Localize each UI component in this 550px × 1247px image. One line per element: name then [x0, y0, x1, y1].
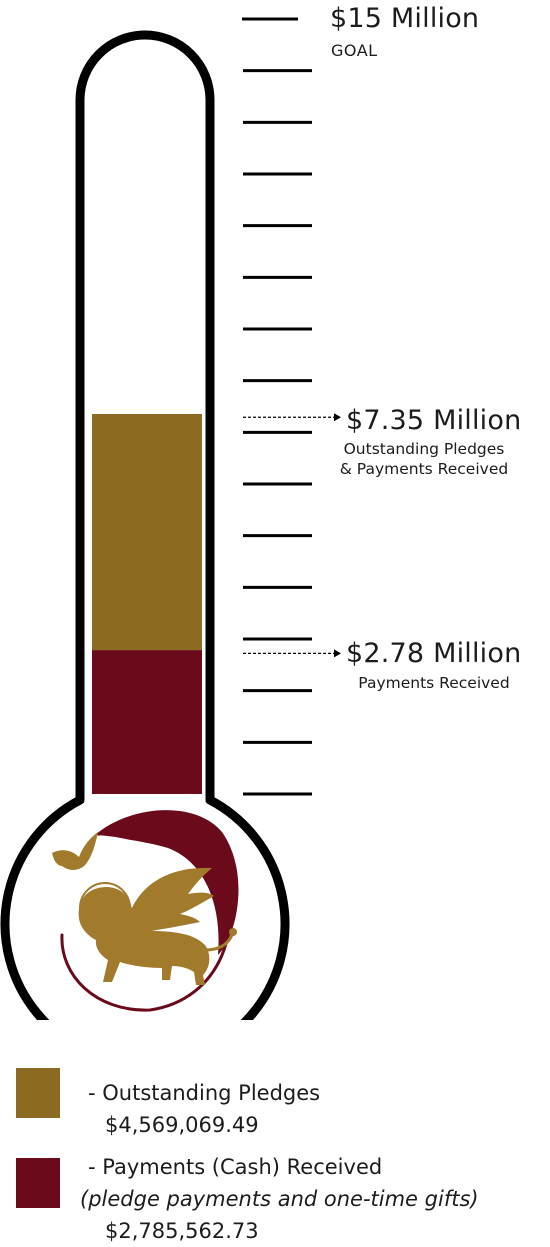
dove-icon [52, 832, 98, 870]
marker-arrowhead-1 [334, 649, 341, 658]
wing-icon [128, 867, 214, 932]
fill-bar-0 [92, 650, 202, 794]
legend-note-payments: (pledge payments and one-time gifts) [80, 1187, 479, 1211]
thermometer-chart [0, 17, 341, 1020]
fill-bars [92, 414, 202, 794]
legend-label-payments: - Payments (Cash) Received [88, 1155, 383, 1179]
legend-label-pledges: - Outstanding Pledges [88, 1081, 321, 1105]
marker-arrows [243, 413, 341, 658]
marker-label-payments: $2.78 Million [346, 638, 522, 669]
legend-swatch-pledges [16, 1068, 60, 1118]
legend-amount-payments: $2,785,562.73 [105, 1219, 259, 1243]
legend-swatch-payments [16, 1158, 60, 1208]
goal-caption: GOAL [331, 41, 378, 60]
goal-value-label: $15 Million [330, 3, 480, 34]
lion-icon [78, 886, 210, 985]
legend-amount-pledges: $4,569,069.49 [105, 1113, 259, 1137]
winged-lion-emblem [52, 810, 239, 1012]
marker-caption-total-line1: Outstanding Pledges [343, 440, 505, 458]
marker-caption-payments-line1: Payments Received [358, 674, 510, 692]
marker-caption-total: Outstanding Pledges & Payments Received [324, 439, 524, 479]
marker-caption-total-line2: & Payments Received [339, 460, 509, 478]
marker-caption-payments: Payments Received [334, 673, 534, 693]
tick-marks [242, 17, 312, 796]
marker-label-total: $7.35 Million [346, 405, 522, 436]
feather-icon [95, 810, 239, 955]
fill-bar-1 [92, 414, 202, 651]
marker-arrowhead-0 [334, 413, 341, 422]
